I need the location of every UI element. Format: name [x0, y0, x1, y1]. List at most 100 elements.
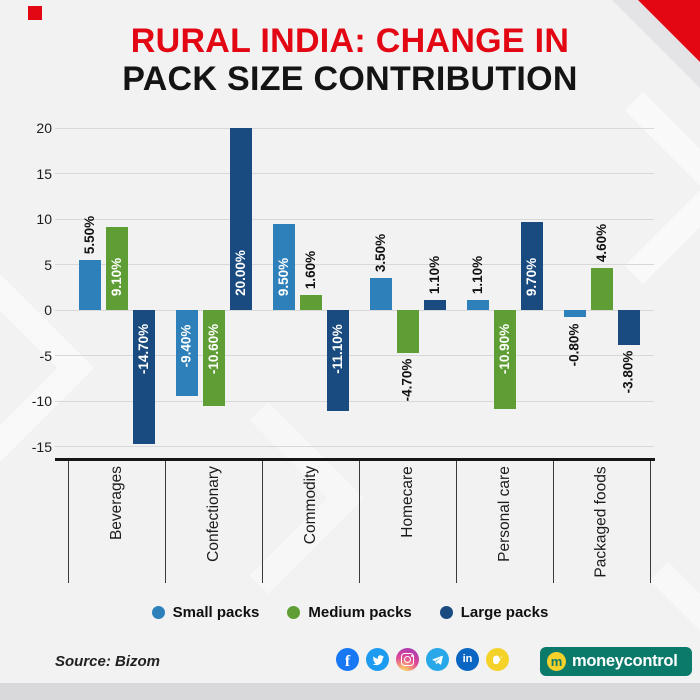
gridline [55, 400, 654, 402]
bar-value-label: 20.00% [232, 250, 248, 296]
bar-value-label: -3.80% [620, 350, 636, 394]
bar-small-packs-homecare [369, 278, 392, 310]
bar-value-label: -10.60% [205, 323, 221, 375]
category-separator-line [456, 461, 457, 583]
bar-small-packs-confectionary [175, 310, 198, 396]
legend-label-small-packs: Small packs [172, 604, 260, 621]
bar-small-packs-beverages [78, 259, 101, 310]
footer: Source: Bizom f in m moneycontrol [0, 644, 700, 684]
decor-red-square [28, 6, 42, 20]
decor-bottom-strip [0, 683, 700, 700]
x-axis-category-label: Confectionary [204, 466, 222, 562]
legend-dot-medium-packs [287, 606, 301, 619]
bar-value-label: -14.70% [135, 323, 151, 375]
bar-small-packs-commodity [272, 223, 295, 310]
category-separator-line [650, 461, 651, 583]
category-separator-line [262, 461, 263, 583]
twitter-icon[interactable] [366, 648, 389, 671]
y-axis-tick-label: 5 [44, 256, 52, 273]
bar-medium-packs-personal-care [493, 310, 516, 410]
moneycontrol-logo[interactable]: m moneycontrol [540, 647, 692, 676]
bar-small-packs-personal-care [466, 299, 489, 310]
y-axis-tick-label: 15 [36, 165, 52, 182]
moneycontrol-icon: m [547, 652, 566, 671]
bar-medium-packs-homecare [396, 310, 419, 353]
linkedin-glyph: in [462, 653, 473, 665]
bar-value-label: 5.50% [81, 215, 97, 255]
gridline [55, 264, 654, 265]
title-line-1: RURAL INDIA: CHANGE IN [130, 22, 570, 60]
y-axis-tick-label: -5 [39, 347, 52, 364]
bar-value-label: -0.80% [566, 323, 582, 367]
moneycontrol-wordmark: moneycontrol [572, 652, 678, 670]
legend-item-small-packs: Small packs [151, 604, 260, 621]
category-separator-line [68, 461, 69, 583]
telegram-plane-glyph [432, 655, 443, 665]
legend-label-large-packs: Large packs [460, 604, 549, 621]
moneycontrol-monogram: m [550, 654, 563, 669]
chart-legend: Small packs Medium packs Large packs [0, 604, 700, 621]
bar-value-label: -10.90% [496, 323, 512, 375]
bar-value-label: 1.10% [426, 255, 442, 295]
bar-value-label: -9.40% [178, 324, 194, 367]
bar-value-label: 9.50% [275, 257, 291, 297]
gridline [55, 127, 654, 129]
bar-large-packs-commodity [326, 310, 349, 411]
twitter-bird-glyph [372, 654, 384, 665]
bar-value-label: 1.10% [469, 255, 485, 295]
y-axis-tick-label: 10 [36, 211, 52, 227]
gridline [55, 446, 654, 447]
gridline [55, 309, 654, 311]
decor-red-triangle [638, 0, 700, 62]
bar-value-label: 4.60% [593, 223, 609, 263]
y-axis-tick-label: -10 [31, 393, 52, 409]
bar-large-packs-beverages [132, 310, 155, 444]
category-separator-line [553, 461, 554, 583]
bar-value-label: 3.50% [372, 234, 388, 273]
title-line-2: PACK SIZE CONTRIBUTION [122, 60, 578, 98]
gridline [55, 218, 654, 220]
bar-large-packs-personal-care [520, 221, 543, 310]
x-axis-category-label: Commodity [301, 465, 319, 545]
legend-item-medium-packs: Medium packs [287, 604, 412, 621]
y-axis-tick-label: 0 [44, 302, 52, 318]
x-axis-category-label: Packaged foods [592, 465, 610, 578]
bar-large-packs-packaged-foods [617, 310, 640, 345]
category-separator-line [359, 461, 360, 583]
legend-dot-small-packs [151, 606, 165, 619]
bar-value-label: 1.60% [302, 251, 318, 290]
koo-icon[interactable] [486, 648, 509, 671]
koo-bird-glyph [492, 655, 502, 664]
instagram-camera-glyph [401, 653, 414, 666]
instagram-icon[interactable] [396, 648, 419, 671]
bar-medium-packs-commodity [299, 295, 322, 310]
bar-value-label: 9.10% [108, 257, 124, 297]
linkedin-icon[interactable]: in [456, 648, 479, 671]
bar-large-packs-confectionary [229, 128, 252, 310]
bar-medium-packs-confectionary [202, 310, 225, 407]
bar-medium-packs-packaged-foods [590, 268, 613, 310]
legend-dot-large-packs [439, 606, 453, 619]
legend-label-medium-packs: Medium packs [308, 604, 412, 621]
facebook-glyph: f [344, 652, 351, 670]
page-title: RURAL INDIA: CHANGE IN PACK SIZE CONTRIB… [0, 22, 700, 98]
bar-value-label: 9.70% [523, 257, 539, 297]
legend-item-large-packs: Large packs [439, 604, 549, 621]
gridline [55, 173, 654, 174]
x-axis-line [55, 458, 655, 461]
bar-value-label: -4.70% [399, 358, 415, 402]
x-axis-category-label: Homecare [398, 466, 416, 538]
gridline [55, 355, 654, 356]
telegram-icon[interactable] [426, 648, 449, 671]
bar-medium-packs-beverages [105, 227, 128, 310]
facebook-icon[interactable]: f [336, 648, 359, 671]
bar-small-packs-packaged-foods [563, 310, 586, 318]
y-axis-tick-label: -15 [31, 438, 52, 455]
bar-large-packs-homecare [423, 299, 446, 310]
source-label: Source: Bizom [55, 653, 161, 670]
category-separator-line [165, 461, 166, 583]
social-icons: f in [336, 648, 509, 671]
bar-value-label: -11.10% [329, 324, 345, 374]
